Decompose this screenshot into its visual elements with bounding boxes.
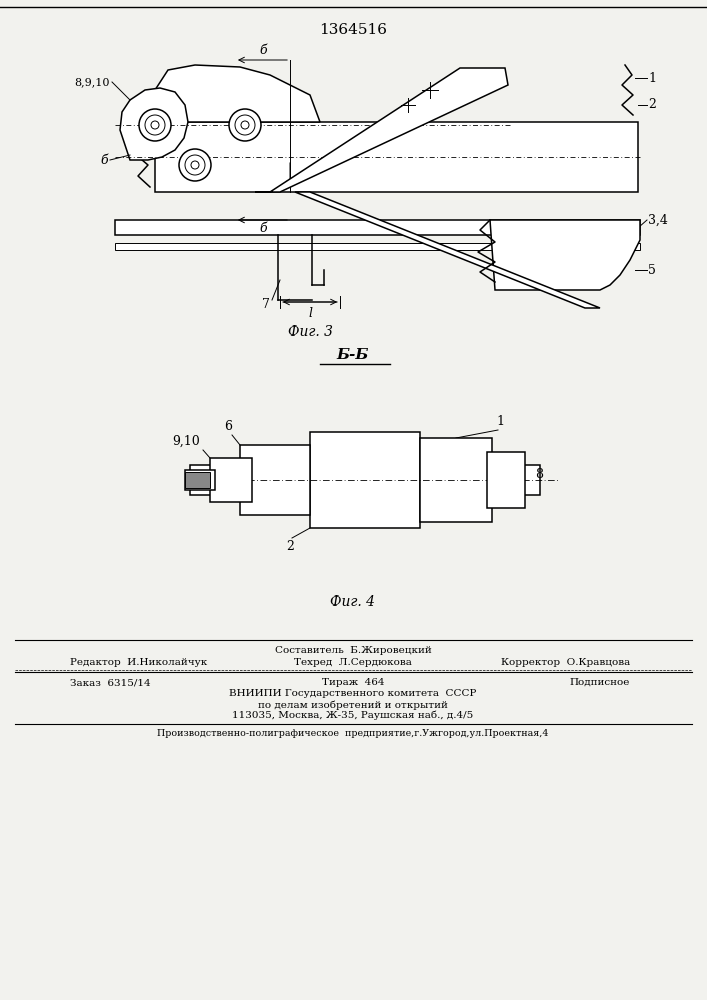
Polygon shape xyxy=(185,470,215,490)
Polygon shape xyxy=(487,452,525,508)
Text: Редактор  И.Николайчук: Редактор И.Николайчук xyxy=(70,658,207,667)
Polygon shape xyxy=(490,220,640,290)
Text: 8,9,10: 8,9,10 xyxy=(74,77,110,87)
Text: б: б xyxy=(259,222,267,235)
Text: Техред  Л.Сердюкова: Техред Л.Сердюкова xyxy=(294,658,412,667)
Polygon shape xyxy=(155,65,320,122)
Text: ВНИИПИ Государственного комитета  СССР: ВНИИПИ Государственного комитета СССР xyxy=(229,689,477,698)
Text: Б-Б: Б-Б xyxy=(337,348,369,362)
Text: б: б xyxy=(259,44,267,57)
Polygon shape xyxy=(255,68,508,192)
Circle shape xyxy=(151,121,159,129)
Circle shape xyxy=(241,121,249,129)
Circle shape xyxy=(145,115,165,135)
Text: Составитель  Б.Жировецкий: Составитель Б.Жировецкий xyxy=(274,646,431,655)
Circle shape xyxy=(179,149,211,181)
Polygon shape xyxy=(115,243,640,250)
Polygon shape xyxy=(210,458,252,502)
Circle shape xyxy=(185,155,205,175)
Text: Тираж  464: Тираж 464 xyxy=(322,678,384,687)
Text: Фиг. 3: Фиг. 3 xyxy=(288,325,332,339)
Text: 6: 6 xyxy=(224,420,232,433)
Text: Подписное: Подписное xyxy=(570,678,630,687)
Circle shape xyxy=(191,161,199,169)
Text: 1: 1 xyxy=(648,72,656,85)
Text: 2: 2 xyxy=(648,99,656,111)
Text: l: l xyxy=(308,307,312,320)
Text: б: б xyxy=(100,153,108,166)
Text: Заказ  6315/14: Заказ 6315/14 xyxy=(70,678,151,687)
Polygon shape xyxy=(120,88,188,160)
Polygon shape xyxy=(185,472,210,488)
Text: Корректор  О.Кравцова: Корректор О.Кравцова xyxy=(501,658,630,667)
Text: 7: 7 xyxy=(262,298,270,310)
Circle shape xyxy=(139,109,171,141)
Text: 113035, Москва, Ж-35, Раушская наб., д.4/5: 113035, Москва, Ж-35, Раушская наб., д.4… xyxy=(233,711,474,720)
Polygon shape xyxy=(240,445,310,515)
Polygon shape xyxy=(155,122,638,192)
Text: 2: 2 xyxy=(286,540,294,553)
Polygon shape xyxy=(310,432,420,528)
Text: по делам изобретений и открытий: по делам изобретений и открытий xyxy=(258,700,448,710)
Circle shape xyxy=(229,109,261,141)
Text: 1: 1 xyxy=(496,415,504,428)
Polygon shape xyxy=(190,465,540,495)
Text: 8: 8 xyxy=(535,468,543,482)
Circle shape xyxy=(235,115,255,135)
Polygon shape xyxy=(420,438,492,522)
Text: 5: 5 xyxy=(648,263,656,276)
Text: Производственно-полиграфическое  предприятие,г.Ужгород,ул.Проектная,4: Производственно-полиграфическое предприя… xyxy=(158,729,549,738)
Text: 9,10: 9,10 xyxy=(173,435,200,448)
Text: Фиг. 4: Фиг. 4 xyxy=(330,595,375,609)
Polygon shape xyxy=(115,220,640,235)
Polygon shape xyxy=(295,192,600,308)
Text: 3,4: 3,4 xyxy=(648,214,668,227)
Text: 1364516: 1364516 xyxy=(319,23,387,37)
